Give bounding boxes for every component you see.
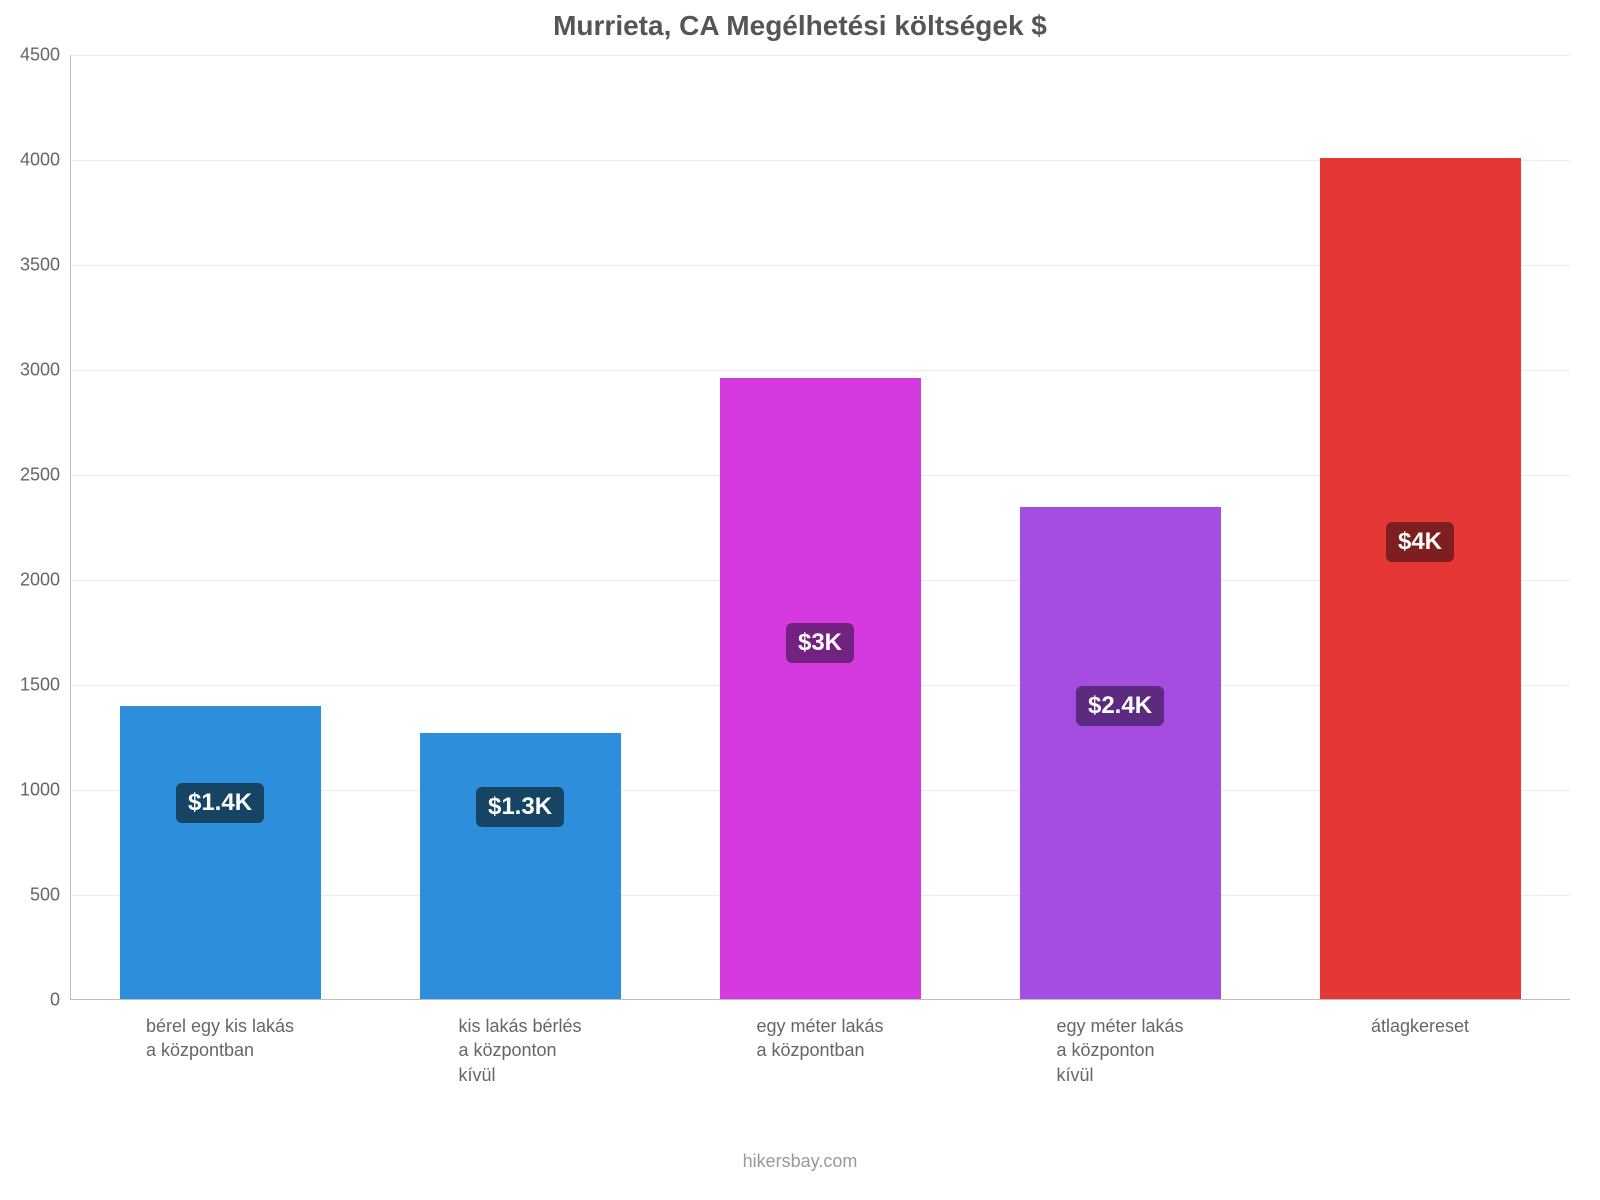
bar bbox=[420, 733, 621, 1000]
chart-footer: hikersbay.com bbox=[0, 1151, 1600, 1172]
y-tick-label: 2500 bbox=[20, 465, 70, 486]
gridline bbox=[70, 55, 1570, 56]
y-tick-label: 500 bbox=[30, 885, 70, 906]
y-tick-label: 2000 bbox=[20, 570, 70, 591]
bar bbox=[1020, 507, 1221, 1001]
bar-value-label: $1.4K bbox=[176, 783, 264, 823]
y-tick-label: 0 bbox=[50, 990, 70, 1011]
bar bbox=[720, 378, 921, 1000]
x-tick-label: kis lakás bérlés a központon kívül bbox=[458, 1014, 581, 1087]
x-axis-line bbox=[70, 999, 1570, 1000]
y-axis-line bbox=[70, 55, 71, 1000]
y-tick-label: 3000 bbox=[20, 360, 70, 381]
bar-value-label: $2.4K bbox=[1076, 686, 1164, 726]
x-tick-label: egy méter lakás a központon kívül bbox=[1056, 1014, 1183, 1087]
y-tick-label: 4500 bbox=[20, 45, 70, 66]
x-tick-label: egy méter lakás a központban bbox=[756, 1014, 883, 1063]
bar bbox=[120, 706, 321, 1000]
y-tick-label: 1500 bbox=[20, 675, 70, 696]
bar bbox=[1320, 158, 1521, 1000]
bar-chart: Murrieta, CA Megélhetési költségek $ 050… bbox=[0, 0, 1600, 1200]
x-tick-label: átlagkereset bbox=[1371, 1014, 1469, 1038]
y-tick-label: 3500 bbox=[20, 255, 70, 276]
bar-value-label: $1.3K bbox=[476, 787, 564, 827]
bar-value-label: $3K bbox=[786, 623, 854, 663]
y-tick-label: 4000 bbox=[20, 150, 70, 171]
chart-title: Murrieta, CA Megélhetési költségek $ bbox=[0, 10, 1600, 42]
y-tick-label: 1000 bbox=[20, 780, 70, 801]
x-tick-label: bérel egy kis lakás a központban bbox=[146, 1014, 294, 1063]
bar-value-label: $4K bbox=[1386, 522, 1454, 562]
plot-area: 050010001500200025003000350040004500$1.4… bbox=[70, 55, 1570, 1000]
